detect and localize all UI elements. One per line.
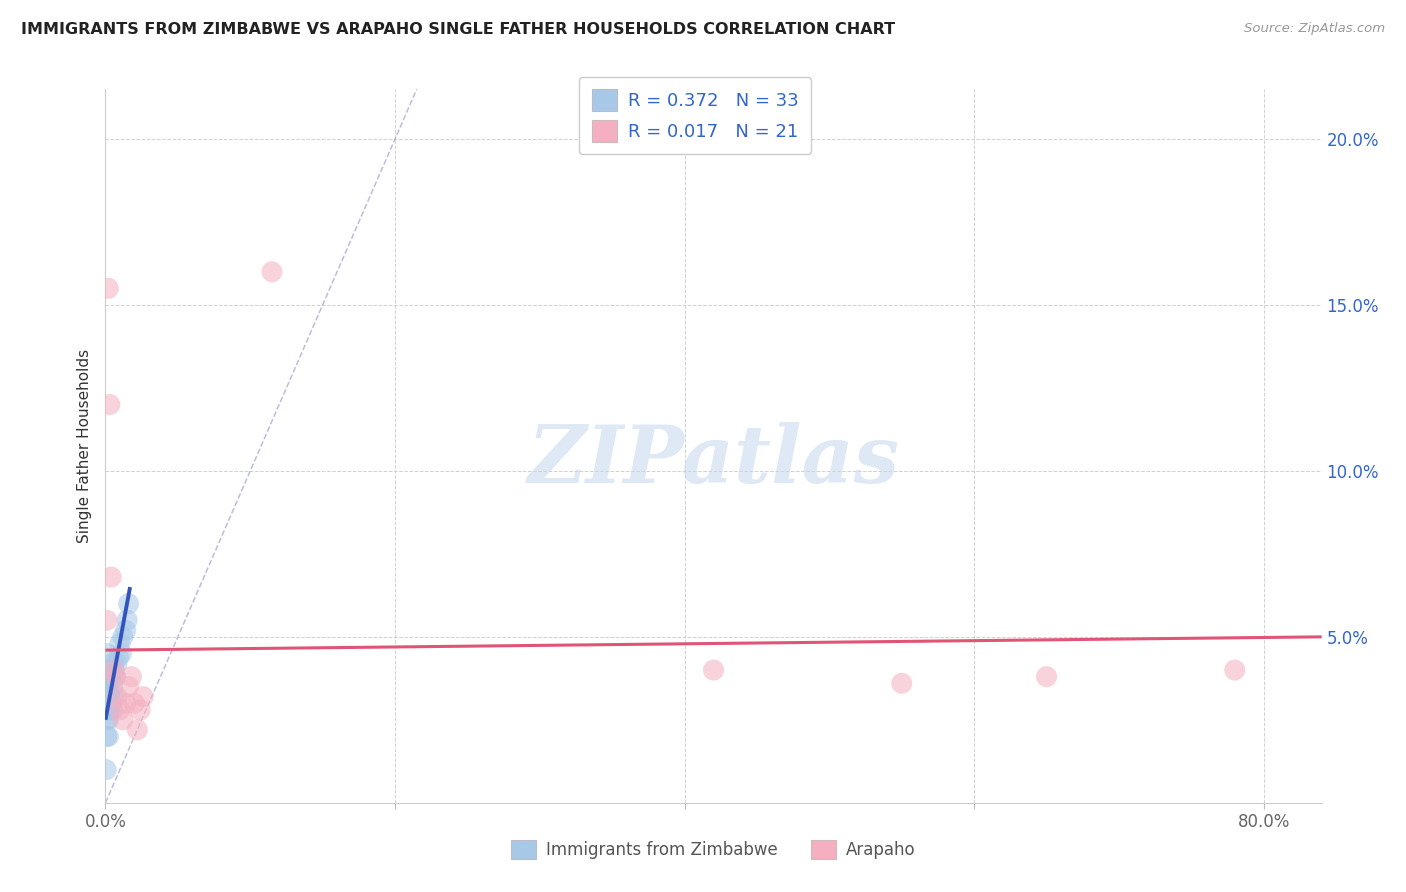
Point <box>1223 663 1246 677</box>
Point <box>100 696 122 710</box>
Point <box>111 630 134 644</box>
Point <box>98 686 121 700</box>
Point <box>117 680 139 694</box>
Point <box>1035 670 1057 684</box>
Point <box>98 397 121 411</box>
Point <box>129 703 152 717</box>
Point <box>121 670 143 684</box>
Point <box>105 690 128 704</box>
Point <box>117 597 139 611</box>
Point <box>96 690 118 704</box>
Y-axis label: Single Father Households: Single Father Households <box>77 349 93 543</box>
Text: Source: ZipAtlas.com: Source: ZipAtlas.com <box>1244 22 1385 36</box>
Point <box>96 763 118 777</box>
Point <box>96 663 118 677</box>
Point <box>101 703 124 717</box>
Point <box>96 713 118 727</box>
Text: ZIPatlas: ZIPatlas <box>527 422 900 499</box>
Point <box>108 636 131 650</box>
Point <box>103 690 125 704</box>
Point <box>97 703 120 717</box>
Point <box>101 680 124 694</box>
Point <box>96 647 118 661</box>
Point <box>260 265 283 279</box>
Point <box>114 696 136 710</box>
Point <box>96 730 118 744</box>
Point <box>96 613 118 627</box>
Point <box>100 570 122 584</box>
Point <box>115 613 138 627</box>
Point <box>100 670 122 684</box>
Point <box>97 696 120 710</box>
Point <box>103 663 125 677</box>
Point <box>124 696 146 710</box>
Point <box>104 670 127 684</box>
Point <box>108 703 131 717</box>
Point <box>105 657 128 671</box>
Point <box>114 624 136 638</box>
Point <box>97 713 120 727</box>
Point <box>98 686 121 700</box>
Point <box>104 670 127 684</box>
Point <box>702 663 725 677</box>
Point <box>97 730 120 744</box>
Point <box>96 696 118 710</box>
Point <box>890 676 912 690</box>
Point <box>111 713 134 727</box>
Point <box>110 647 132 661</box>
Point <box>97 281 120 295</box>
Point <box>96 680 118 694</box>
Legend: Immigrants from Zimbabwe, Arapaho: Immigrants from Zimbabwe, Arapaho <box>505 834 922 866</box>
Point <box>98 670 121 684</box>
Text: IMMIGRANTS FROM ZIMBABWE VS ARAPAHO SINGLE FATHER HOUSEHOLDS CORRELATION CHART: IMMIGRANTS FROM ZIMBABWE VS ARAPAHO SING… <box>21 22 896 37</box>
Point <box>98 703 121 717</box>
Point <box>103 663 125 677</box>
Point <box>127 723 149 737</box>
Point <box>97 670 120 684</box>
Point <box>132 690 155 704</box>
Point <box>101 657 124 671</box>
Point <box>107 649 129 664</box>
